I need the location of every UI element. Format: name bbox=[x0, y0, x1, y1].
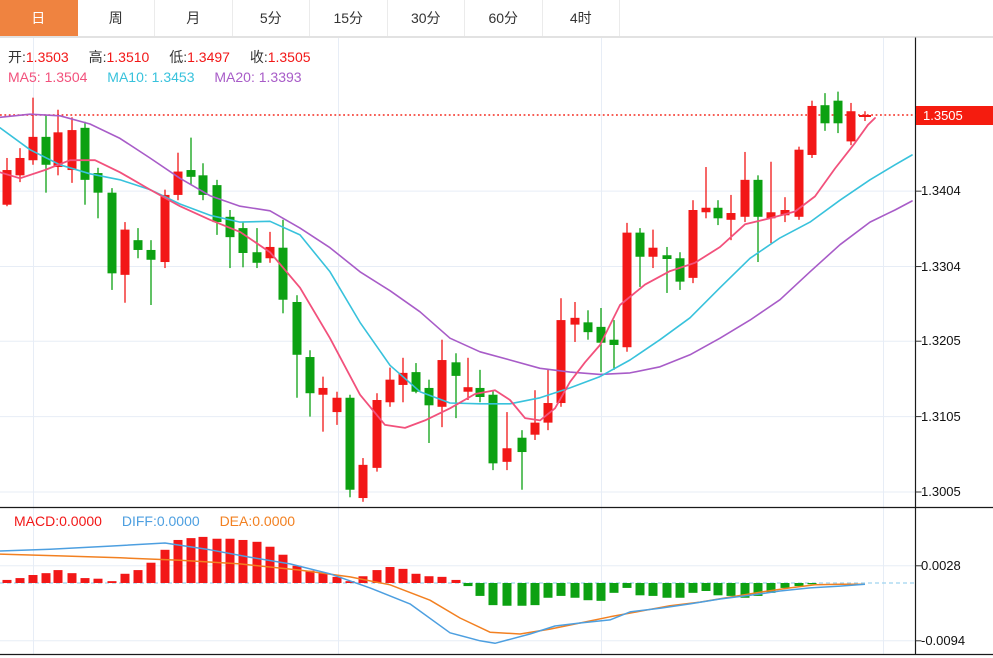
macd-label: MACD: bbox=[14, 513, 60, 529]
low-label: 低: bbox=[169, 49, 188, 65]
ma20-legend: MA20: 1.3393 bbox=[214, 69, 301, 85]
ohlc-legend: 开:1.3503 高:1.3510 低:1.3497 收:1.3505 bbox=[8, 47, 327, 67]
price-tick-label: 1.3205 bbox=[921, 333, 961, 349]
ma5-value: 1.3504 bbox=[44, 69, 88, 85]
ma20-label: MA20: bbox=[214, 69, 255, 85]
low-value: 1.3497 bbox=[187, 49, 230, 65]
tab-4hour[interactable]: 4时 bbox=[542, 0, 620, 36]
ma5-label: MA5: bbox=[8, 69, 41, 85]
ohlc-close: 收:1.3505 bbox=[250, 49, 311, 65]
price-tick-label: 1.3005 bbox=[921, 484, 961, 499]
open-value: 1.3503 bbox=[25, 49, 69, 65]
dea-item: DEA:0.0000 bbox=[220, 513, 296, 529]
ma-line-ma5 bbox=[0, 117, 876, 429]
macd-item: MACD:0.0000 bbox=[14, 513, 102, 529]
macd-legend: MACD:0.0000 DIFF:0.0000 DEA:0.0000 bbox=[14, 513, 311, 529]
dea-line bbox=[0, 553, 865, 635]
close-value: 1.3505 bbox=[267, 49, 311, 65]
ma-legend: MA5: 1.3504 MA10: 1.3453 MA20: 1.3393 bbox=[8, 69, 318, 85]
ma10-legend: MA10: 1.3453 bbox=[107, 69, 194, 85]
high-value: 1.3510 bbox=[106, 49, 150, 65]
ma-line-ma20 bbox=[0, 113, 913, 376]
candlestick-layer bbox=[2, 91, 871, 502]
tab-60min[interactable]: 60分 bbox=[465, 0, 543, 36]
price-tick-label: 1.3404 bbox=[921, 183, 961, 199]
high-label: 高: bbox=[88, 49, 107, 65]
ma-lines-layer bbox=[0, 113, 913, 429]
macd-tick-label: 0.0028 bbox=[921, 557, 961, 573]
macd-value: 0.0000 bbox=[59, 513, 102, 529]
tab-5min[interactable]: 5分 bbox=[232, 0, 310, 36]
ohlc-low: 低:1.3497 bbox=[169, 49, 230, 65]
dea-value: 0.0000 bbox=[252, 513, 296, 529]
panel-borders bbox=[0, 37, 993, 656]
grid-layer bbox=[0, 37, 916, 655]
close-label: 收: bbox=[249, 49, 268, 65]
diff-line bbox=[0, 542, 866, 645]
dea-label: DEA: bbox=[219, 513, 253, 529]
diff-item: DIFF:0.0000 bbox=[122, 513, 200, 529]
tab-day[interactable]: 日 bbox=[0, 0, 78, 36]
ma10-label: MA10: bbox=[107, 69, 148, 85]
macd-histogram-layer bbox=[2, 536, 817, 606]
price-tick-label: 1.3304 bbox=[921, 258, 961, 274]
price-tick-label: 1.3105 bbox=[921, 408, 961, 424]
tab-month[interactable]: 月 bbox=[155, 0, 233, 36]
ohlc-open: 开:1.3503 bbox=[8, 49, 69, 65]
ma20-value: 1.3393 bbox=[258, 69, 302, 85]
tab-15min[interactable]: 15分 bbox=[310, 0, 388, 36]
ma10-value: 1.3453 bbox=[151, 69, 195, 85]
ohlc-high: 高:1.3510 bbox=[89, 49, 150, 65]
tab-30min[interactable]: 30分 bbox=[387, 0, 465, 36]
diff-label: DIFF: bbox=[121, 513, 157, 529]
current-price-badge: 1.3505 bbox=[916, 106, 993, 125]
open-label: 开: bbox=[8, 49, 26, 65]
ma5-legend: MA5: 1.3504 bbox=[8, 69, 87, 85]
macd-lines-layer bbox=[0, 542, 866, 645]
tab-week[interactable]: 周 bbox=[77, 0, 155, 36]
diff-value: 0.0000 bbox=[156, 513, 200, 529]
timeframe-tabbar: 日周月 5分 15分 30分 60分 4时 bbox=[0, 0, 993, 37]
macd-tick-label: -0.0094 bbox=[921, 632, 966, 648]
